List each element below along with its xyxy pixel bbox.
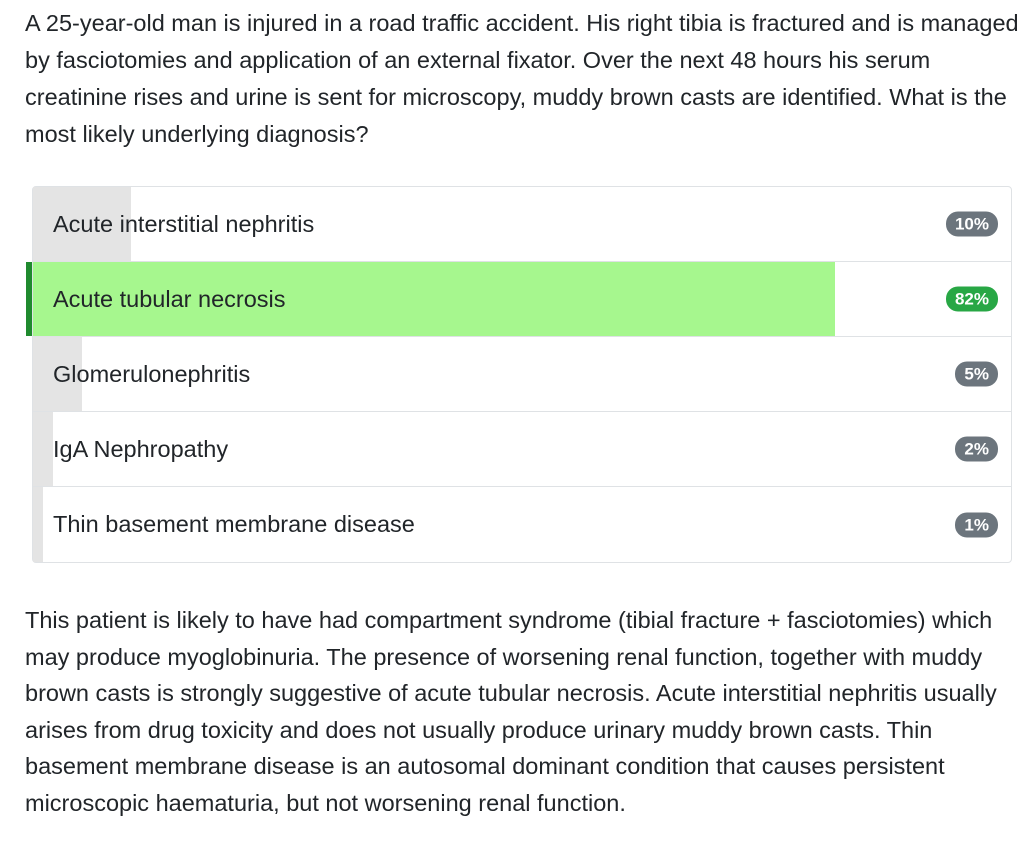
correct-answer-indicator [26,262,32,336]
answer-option-label: Acute interstitial nephritis [53,211,315,237]
percentage-badge: 10% [945,211,998,237]
question-text: A 25-year-old man is injured in a road t… [25,10,1019,147]
answer-option[interactable]: Glomerulonephritis 5% [33,337,1011,412]
answer-option[interactable]: Acute tubular necrosis 82% [26,262,1011,337]
answer-option-label: Thin basement membrane disease [53,511,415,537]
percentage-bar [33,487,43,562]
answer-option[interactable]: IgA Nephropathy 2% [33,412,1011,487]
explanation-text: This patient is likely to have had compa… [25,607,997,816]
percentage-bar [33,262,835,336]
answer-option-label: Acute tubular necrosis [53,286,286,312]
answer-options-list: Acute interstitial nephritis 10% Acute t… [26,186,1012,563]
percentage-bar [33,337,82,411]
answer-option-label: Glomerulonephritis [53,361,251,387]
percentage-badge: 82% [945,286,998,312]
answer-option[interactable]: Thin basement membrane disease 1% [33,487,1011,562]
percentage-bar [33,412,53,486]
percentage-badge: 2% [955,436,998,462]
answer-option[interactable]: Acute interstitial nephritis 10% [33,187,1011,262]
percentage-badge: 1% [955,512,998,537]
percentage-bar [33,187,131,261]
percentage-badge: 5% [955,361,998,387]
answer-option-label: IgA Nephropathy [53,436,229,462]
